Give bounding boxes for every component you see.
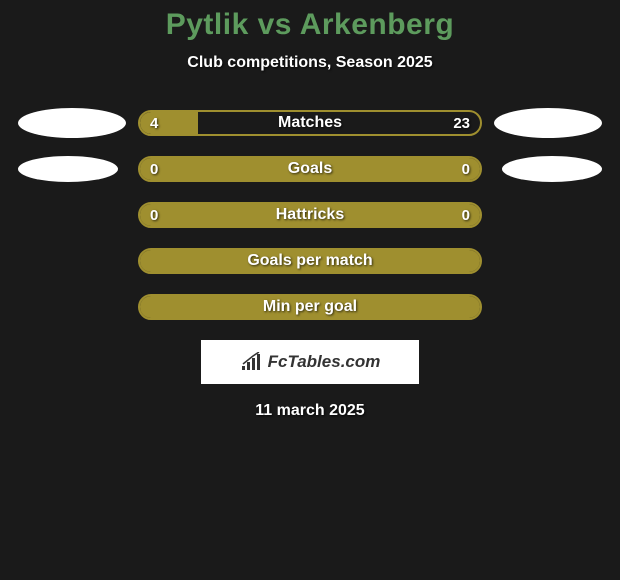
page-title: Pytlik vs Arkenberg: [0, 8, 620, 42]
stat-label: Matches: [140, 112, 480, 134]
player-avatar-right: [494, 108, 602, 138]
date-text: 11 march 2025: [0, 402, 620, 420]
stat-bar: Goals per match: [138, 248, 482, 274]
player-avatar-left: [18, 108, 126, 138]
stat-label: Min per goal: [140, 296, 480, 318]
stat-row: 00Goals: [0, 156, 620, 182]
subtitle: Club competitions, Season 2025: [0, 54, 620, 72]
stat-label: Hattricks: [140, 204, 480, 226]
logo-box: FcTables.com: [201, 340, 419, 384]
stat-label: Goals: [140, 158, 480, 180]
comparison-infographic: Pytlik vs Arkenberg Club competitions, S…: [0, 0, 620, 420]
team-avatar-left: [18, 156, 118, 182]
stat-bar: Min per goal: [138, 294, 482, 320]
stat-row: 423Matches: [0, 110, 620, 136]
logo-content: FcTables.com: [240, 352, 381, 372]
team-avatar-right: [502, 156, 602, 182]
chart-icon: [240, 352, 264, 372]
logo-text: FcTables.com: [268, 352, 381, 372]
stat-row: Goals per match: [0, 248, 620, 274]
stat-bar: 423Matches: [138, 110, 482, 136]
stats-rows: 423Matches 00Goals 00Hattricks Goals per ma…: [0, 110, 620, 320]
stat-label: Goals per match: [140, 250, 480, 272]
stat-bar: 00Hattricks: [138, 202, 482, 228]
stat-row: 00Hattricks: [0, 202, 620, 228]
stat-bar: 00Goals: [138, 156, 482, 182]
stat-row: Min per goal: [0, 294, 620, 320]
